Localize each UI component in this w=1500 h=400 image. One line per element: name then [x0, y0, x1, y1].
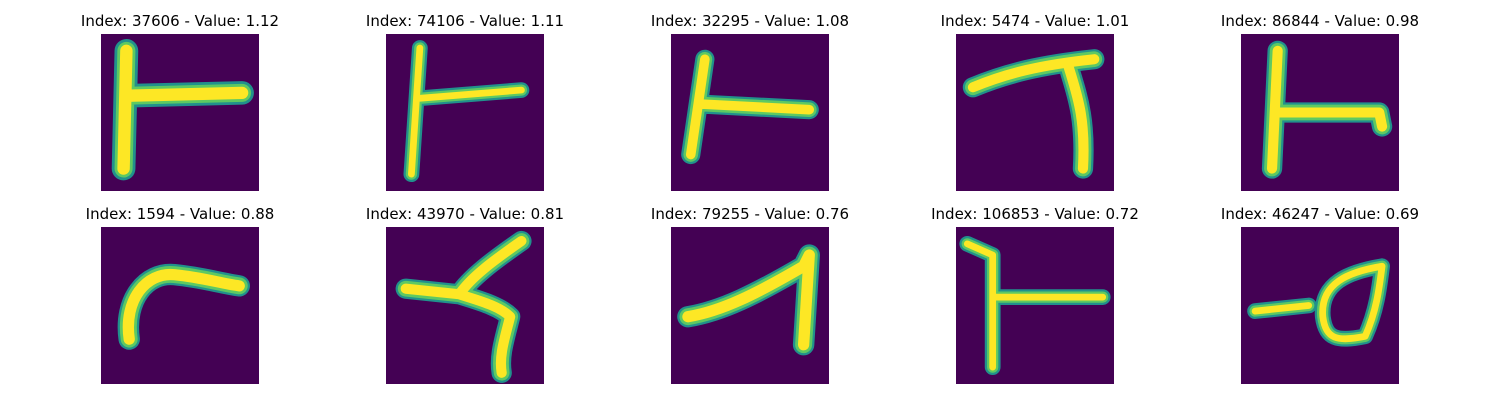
digit-glyph [395, 230, 532, 383]
panel-title: Index: 79255 - Value: 0.76 [650, 205, 850, 223]
digit-glyph [959, 235, 1111, 376]
digit-image [101, 34, 259, 191]
panel-9: Index: 106853 - Value: 0.72 [915, 205, 1155, 390]
digit-glyph [681, 49, 819, 165]
digit-image [671, 34, 829, 191]
digit-image [1241, 227, 1399, 384]
digit-image [956, 227, 1114, 384]
panel-title: Index: 74106 - Value: 1.11 [365, 12, 565, 30]
panel-7: Index: 43970 - Value: 0.81 [345, 205, 585, 390]
digit-image [101, 227, 259, 384]
digit-glyph [117, 263, 250, 350]
digit-glyph [403, 40, 530, 183]
digit-image [386, 227, 544, 384]
panel-title: Index: 37606 - Value: 1.12 [80, 12, 280, 30]
panel-title: Index: 43970 - Value: 0.81 [365, 205, 565, 223]
panel-2: Index: 74106 - Value: 1.11 [345, 12, 585, 197]
digit-glyph [962, 49, 1105, 179]
panel-10: Index: 46247 - Value: 0.69 [1200, 205, 1440, 390]
panel-3: Index: 32295 - Value: 1.08 [630, 12, 870, 197]
digit-glyph [111, 39, 254, 181]
digit-image [1241, 34, 1399, 191]
panel-title: Index: 106853 - Value: 0.72 [931, 205, 1139, 223]
digit-glyph [1247, 258, 1390, 347]
digit-image [671, 227, 829, 384]
panel-6: Index: 1594 - Value: 0.88 [60, 205, 300, 390]
panel-1: Index: 37606 - Value: 1.12 [60, 12, 300, 197]
panel-title: Index: 86844 - Value: 0.98 [1220, 12, 1420, 30]
panel-title: Index: 46247 - Value: 0.69 [1220, 205, 1420, 223]
panel-title: Index: 1594 - Value: 0.88 [85, 205, 275, 223]
digit-image [386, 34, 544, 191]
digit-image [956, 34, 1114, 191]
panel-title: Index: 32295 - Value: 1.08 [650, 12, 850, 30]
panel-4: Index: 5474 - Value: 1.01 [915, 12, 1155, 197]
panel-8: Index: 79255 - Value: 0.76 [630, 205, 870, 390]
panel-title: Index: 5474 - Value: 1.01 [940, 12, 1130, 30]
digit-glyph [677, 244, 820, 356]
panel-5: Index: 86844 - Value: 0.98 [1200, 12, 1440, 197]
digit-glyph [1261, 40, 1393, 179]
